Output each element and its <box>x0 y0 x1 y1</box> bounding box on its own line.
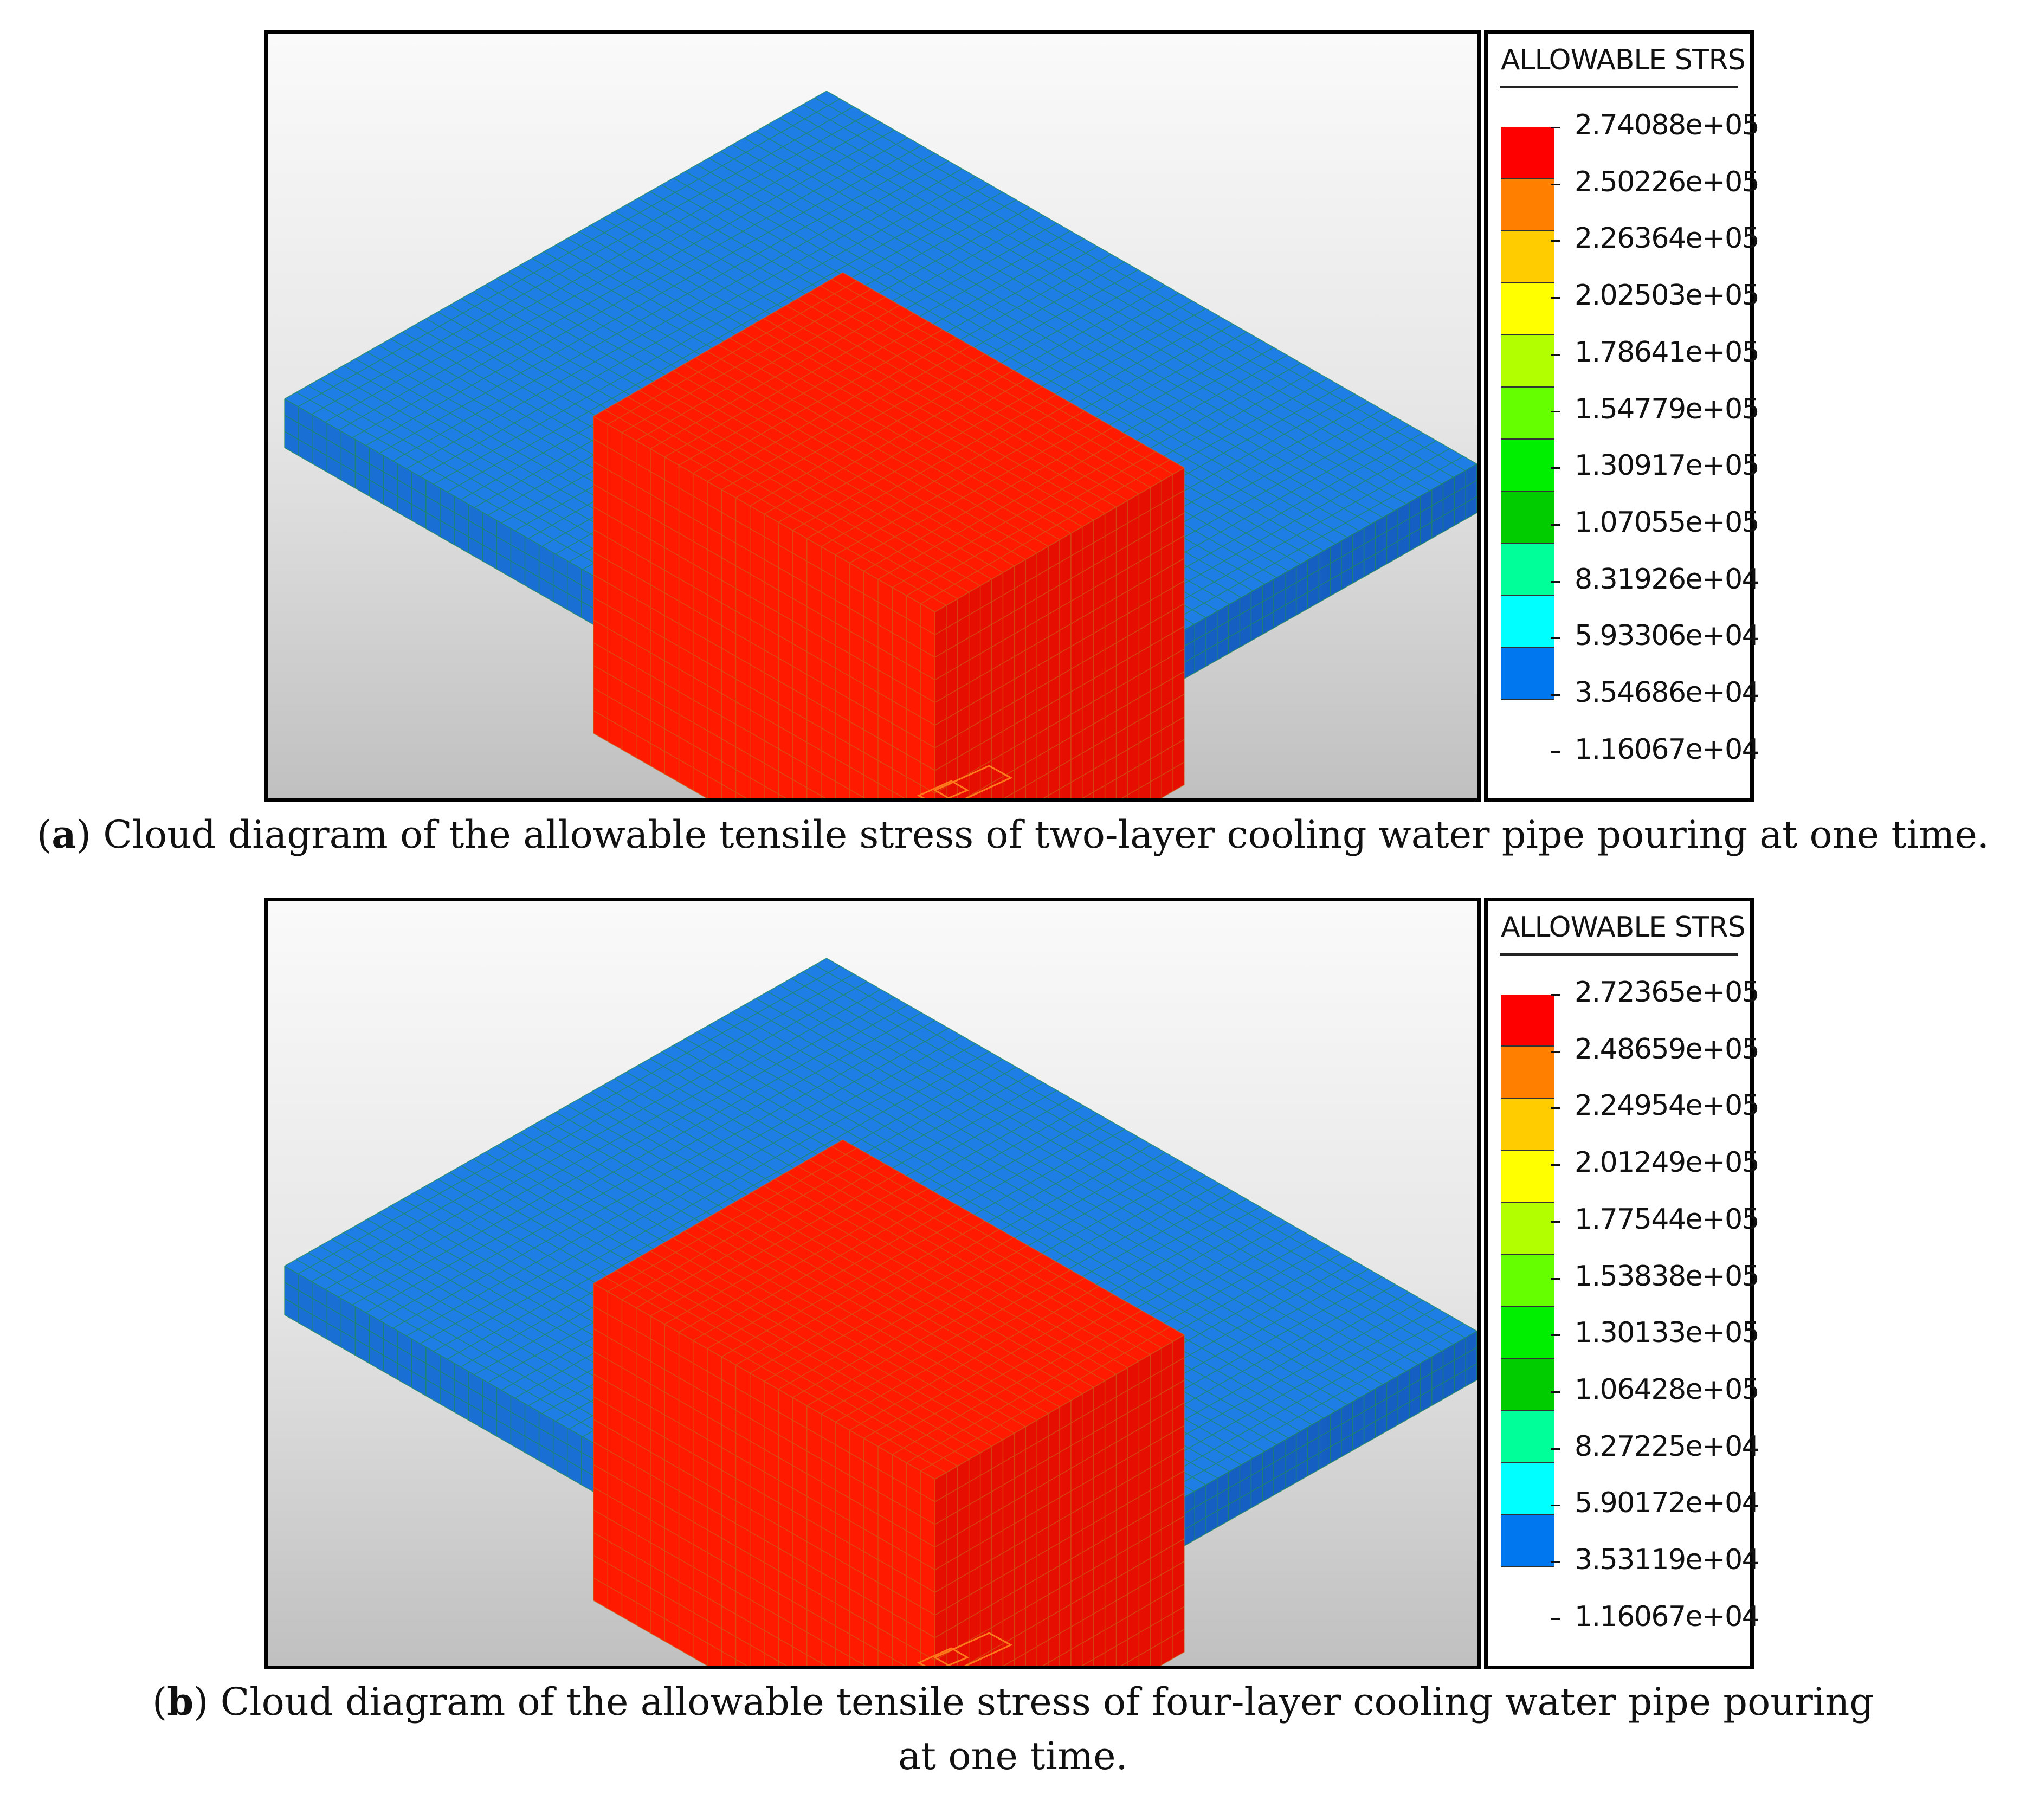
legend-value-label: 1.16067e+04 <box>1575 1600 1760 1633</box>
legend-value-label: 8.31926e+04 <box>1575 563 1760 596</box>
legend-value-label: 2.24954e+05 <box>1575 1089 1760 1122</box>
fe-model-render <box>284 91 1477 798</box>
model-viewport <box>264 898 1481 1669</box>
legend-tick <box>1551 580 1560 583</box>
caption-letter: a <box>51 812 76 857</box>
legend-value-label: 2.48659e+05 <box>1575 1032 1760 1066</box>
legend-tick <box>1551 1334 1560 1337</box>
legend-tick <box>1551 994 1560 996</box>
figure-caption: (b) Cloud diagram of the allowable tensi… <box>152 1679 1874 1778</box>
legend-value-label: 2.50226e+05 <box>1575 165 1760 198</box>
legend-swatch <box>1501 544 1554 596</box>
legend-swatch <box>1501 1515 1554 1567</box>
legend-tick <box>1551 637 1560 640</box>
legend-swatch <box>1501 1411 1554 1463</box>
legend-swatch <box>1501 231 1554 283</box>
concrete-block <box>593 272 1185 798</box>
legend-title-rule <box>1500 86 1738 88</box>
legend-swatch <box>1501 1151 1554 1203</box>
legend-tick <box>1551 297 1560 299</box>
legend-value-label: 8.27225e+04 <box>1575 1430 1760 1463</box>
legend-tick <box>1551 1448 1560 1450</box>
legend-swatch <box>1501 1203 1554 1255</box>
legend-value-label: 1.77544e+05 <box>1575 1203 1760 1236</box>
stress-legend: ALLOWABLE STRS 2.72365e+05 2.48659e+05 2.2… <box>1484 898 1760 1669</box>
concrete-block <box>593 1139 1185 1666</box>
legend-value-label: 2.02503e+05 <box>1575 279 1760 312</box>
legend-tick <box>1551 1277 1560 1280</box>
legend-tick <box>1551 467 1560 469</box>
legend-tick <box>1551 127 1560 128</box>
caption-text: Cloud diagram of the allowable tensile s… <box>91 812 1990 857</box>
legend-color-bar <box>1501 127 1554 752</box>
legend-value-label: 2.01249e+05 <box>1575 1146 1760 1179</box>
legend-swatch <box>1501 596 1554 648</box>
legend-value-label: 1.78641e+05 <box>1575 335 1760 369</box>
legend-value-label: 2.26364e+05 <box>1575 222 1760 255</box>
legend-value-label: 1.54779e+05 <box>1575 392 1760 425</box>
legend-swatch <box>1501 388 1554 440</box>
legend-value-label: 1.06428e+05 <box>1575 1373 1760 1406</box>
legend-title: ALLOWABLE STRS <box>1501 911 1746 944</box>
block-mesh <box>593 1139 1185 1666</box>
legend-swatch <box>1501 492 1554 544</box>
legend-swatch <box>1501 127 1554 179</box>
legend-value-label: 2.72365e+05 <box>1575 976 1760 1009</box>
legend-title-rule <box>1500 953 1738 956</box>
legend-tick <box>1551 524 1560 526</box>
stress-legend: ALLOWABLE STRS 2.74088e+05 2.50226e+05 2.2… <box>1484 30 1760 802</box>
legend-value-label: 1.53838e+05 <box>1575 1260 1760 1293</box>
legend-value-label: 1.16067e+04 <box>1575 733 1760 766</box>
legend-tick <box>1551 1618 1560 1620</box>
legend-swatch <box>1501 1463 1554 1515</box>
legend-value-label: 3.53119e+04 <box>1575 1544 1760 1576</box>
legend-tick <box>1551 1050 1560 1053</box>
legend-swatch <box>1501 179 1554 231</box>
legend-swatch <box>1501 283 1554 335</box>
legend-swatch <box>1501 335 1554 388</box>
legend-swatch <box>1501 995 1554 1047</box>
legend-tick <box>1551 183 1560 185</box>
legend-swatch <box>1501 440 1554 492</box>
legend-tick <box>1551 1391 1560 1393</box>
legend-value-label: 3.54686e+04 <box>1575 676 1760 709</box>
caption-text: Cloud diagram of the allowable tensile s… <box>208 1680 1874 1778</box>
legend-tick <box>1551 1221 1560 1223</box>
caption-letter: b <box>167 1679 194 1724</box>
legend-tick <box>1551 240 1560 242</box>
figure-caption: (a) Cloud diagram of the allowable tensi… <box>36 812 1990 857</box>
legend-swatch <box>1501 648 1554 700</box>
legend-tick <box>1551 1561 1560 1563</box>
legend-tick <box>1551 1164 1560 1166</box>
block-mesh <box>593 272 1185 798</box>
legend-value-label: 1.30133e+05 <box>1575 1316 1760 1350</box>
legend-value-label: 2.74088e+05 <box>1575 109 1760 141</box>
legend-color-bar <box>1501 995 1554 1619</box>
fe-model-render <box>284 958 1477 1666</box>
legend-swatch <box>1501 1307 1554 1359</box>
legend-swatch <box>1501 1255 1554 1307</box>
axis-triad-icon <box>917 1632 1013 1666</box>
legend-tick <box>1551 353 1560 356</box>
legend-value-label: 1.07055e+05 <box>1575 506 1760 539</box>
legend-swatch <box>1501 1099 1554 1151</box>
legend-value-label: 5.90172e+04 <box>1575 1487 1760 1520</box>
legend-tick <box>1551 1107 1560 1109</box>
legend-title: ALLOWABLE STRS <box>1501 44 1746 76</box>
legend-tick <box>1551 694 1560 696</box>
legend-value-label: 5.93306e+04 <box>1575 619 1760 653</box>
legend-tick <box>1551 751 1560 753</box>
model-viewport <box>264 30 1481 802</box>
legend-tick <box>1551 410 1560 412</box>
legend-tick <box>1551 1505 1560 1507</box>
axis-triad-icon <box>917 765 1013 798</box>
legend-swatch <box>1501 1047 1554 1099</box>
legend-value-label: 1.30917e+05 <box>1575 449 1760 482</box>
legend-swatch <box>1501 1359 1554 1411</box>
